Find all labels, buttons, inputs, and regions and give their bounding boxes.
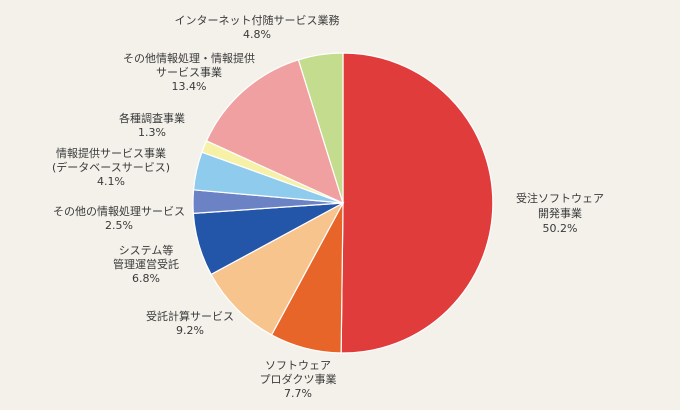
pie-slices	[192, 52, 494, 354]
slice-name-label: 情報提供サービス事業	[56, 146, 166, 160]
slice-name-label: 各種調査事業	[119, 111, 185, 125]
slice-value-label: 2.5%	[105, 219, 133, 232]
slice-name-label: 受注ソフトウェア	[516, 191, 604, 205]
slice-name-label: その他の情報処理サービス	[53, 205, 185, 218]
slice-name-label: その他情報処理・情報提供	[123, 51, 255, 65]
slice-value-label: 4.8%	[243, 28, 271, 41]
slice-value-label: 7.7%	[284, 387, 312, 400]
slice-name-label: (データベースサービス)	[52, 160, 170, 174]
slice-name-label: 受託計算サービス	[146, 309, 234, 323]
slice-value-label: 6.8%	[132, 272, 160, 285]
pie-slice	[297, 52, 344, 204]
slice-name-label: プロダクツ事業	[260, 372, 337, 386]
slice-name-label: サービス事業	[156, 66, 222, 79]
pie-slice	[210, 201, 345, 336]
slice-value-label: 9.2%	[176, 324, 204, 337]
slice-name-label: ソフトウェア	[265, 359, 331, 372]
slice-value-label: 4.1%	[97, 175, 125, 188]
slice-name-label: インターネット付随サービス業務	[175, 13, 340, 27]
pie-slice	[340, 52, 494, 354]
slice-value-label: 50.2%	[543, 222, 578, 235]
pie-slice	[205, 59, 344, 205]
slice-label: 情報提供サービス事業(データベースサービス)4.1%	[52, 146, 170, 188]
slice-name-label: システム等	[119, 243, 174, 257]
slice-name-label: 管理運営受託	[113, 257, 179, 271]
slice-name-label: 開発事業	[538, 206, 582, 220]
slice-value-label: 1.3%	[138, 126, 166, 139]
slice-value-label: 13.4%	[172, 80, 207, 93]
